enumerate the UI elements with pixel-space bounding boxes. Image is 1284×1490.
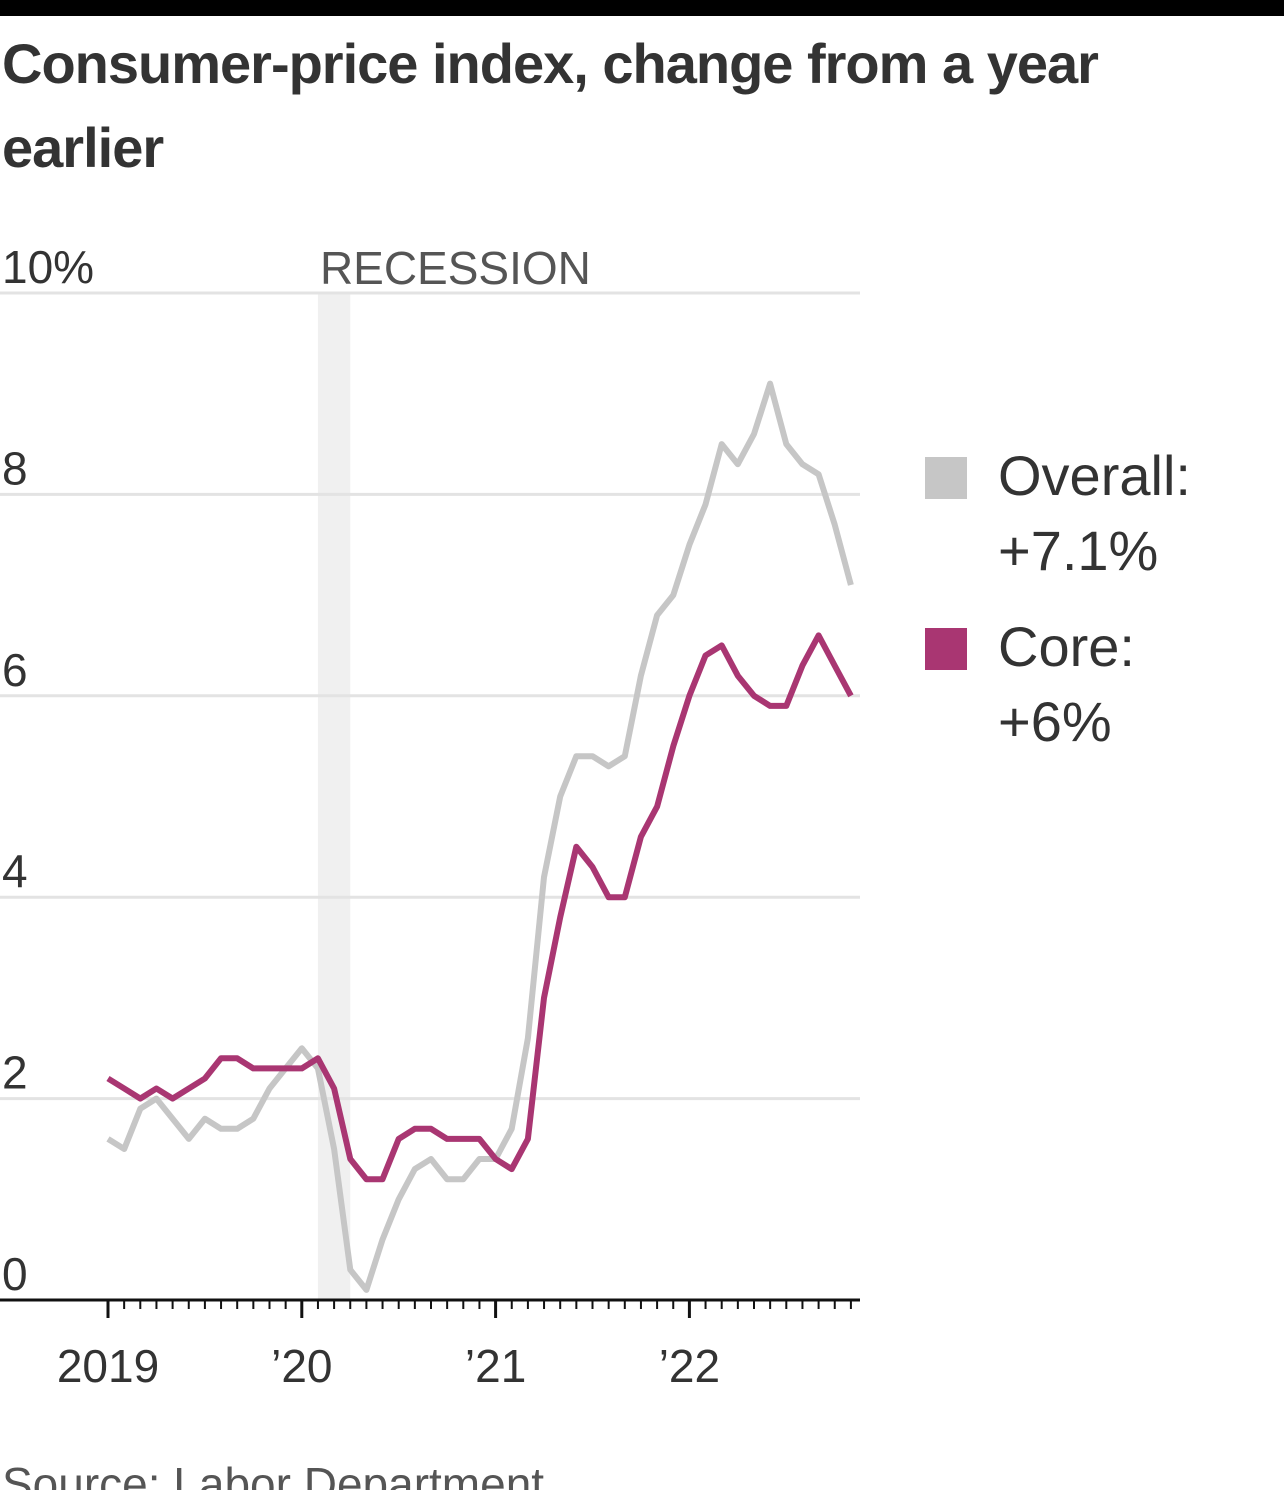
- legend-swatch: [925, 457, 967, 499]
- x-tick-label: 2019: [57, 1340, 159, 1392]
- series-line: [106, 380, 854, 1293]
- x-tick-label: ’21: [465, 1340, 526, 1392]
- y-tick-label: 2: [2, 1047, 28, 1099]
- legend-swatch: [925, 628, 967, 670]
- x-tick-label: ’20: [271, 1340, 332, 1392]
- chart-title: Consumer-price index, change from a year…: [2, 32, 1099, 179]
- recession-label: RECESSION: [320, 242, 591, 294]
- y-tick-label: 6: [2, 644, 28, 696]
- y-tick-label: 0: [2, 1248, 28, 1300]
- legend-label: Overall:: [998, 444, 1191, 507]
- legend-value: +7.1%: [998, 519, 1158, 582]
- source: Source: Labor Department: [2, 1458, 544, 1490]
- y-tick-label: 8: [2, 442, 28, 494]
- x-tick-label: ’22: [659, 1340, 720, 1392]
- legend-value: +6%: [998, 690, 1112, 753]
- series-line: [106, 632, 854, 1183]
- y-tick-label: 4: [2, 845, 28, 897]
- y-tick-label: 10%: [2, 241, 94, 293]
- top-bar: [0, 0, 1284, 16]
- legend-label: Core:: [998, 615, 1135, 678]
